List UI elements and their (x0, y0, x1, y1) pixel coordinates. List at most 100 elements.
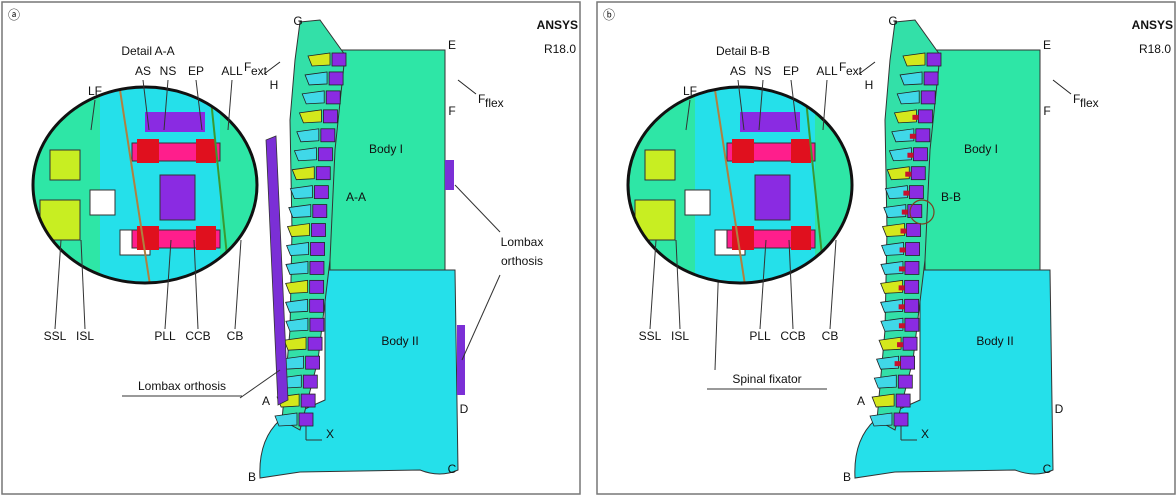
vertebra-body (924, 72, 938, 85)
disc (145, 112, 205, 132)
detail-label: ALL (221, 64, 243, 78)
vertebra-body (921, 91, 935, 104)
vertebra-body (299, 413, 313, 426)
point-label: E (448, 38, 456, 52)
vertebra-body (905, 318, 919, 331)
detail-yellow (645, 150, 675, 180)
detail-label: CB (227, 329, 244, 343)
brand: ANSYS (1132, 18, 1173, 32)
detail-label: NS (755, 64, 772, 78)
vertebra-body (905, 299, 919, 312)
vertebra-body (916, 129, 930, 142)
axis-label: X (326, 427, 334, 441)
body-label: Body II (381, 334, 418, 348)
vertebra-body (310, 318, 324, 331)
detail-label: CCB (780, 329, 805, 343)
figure: XLFASNSEPALLSSLISLPLLCCBCBⓐANSYSR18.0Det… (0, 0, 1176, 498)
vertebra-body (310, 299, 324, 312)
fixator-bolt (900, 247, 906, 252)
body-label: Body I (369, 142, 403, 156)
callout: Lombax (501, 235, 544, 249)
detail-title: Detail A-A (121, 44, 174, 58)
body-upper (330, 50, 445, 270)
vertebra-body (326, 91, 340, 104)
fixator-bolt (905, 172, 911, 177)
vertebra-body (901, 356, 915, 369)
fixator-bolt (899, 285, 905, 290)
vertebra-body (898, 375, 912, 388)
panel: XLFASNSEPALLSSLISLPLLCCBCBⓐANSYSR18.0Det… (2, 2, 580, 494)
point-label: F (1043, 104, 1050, 118)
detail-label: PLL (154, 329, 176, 343)
fixator-bolt (912, 115, 918, 120)
vertebra-body (312, 224, 326, 237)
callout: Lombax orthosis (138, 379, 226, 393)
orthosis-front (457, 325, 465, 395)
detail-title: Detail B-B (716, 44, 770, 58)
vertebra-body (909, 186, 923, 199)
disc (755, 175, 790, 220)
panel-marker: ⓑ (603, 8, 615, 22)
force-subscript: ext (251, 64, 268, 78)
detail-label: EP (188, 64, 204, 78)
vertebra-body (316, 167, 330, 180)
fixator-bolt (899, 323, 905, 328)
callout: orthosis (501, 254, 543, 268)
force-subscript: flex (1080, 96, 1099, 110)
detail-label: PLL (749, 329, 771, 343)
bolt (791, 226, 811, 250)
bolt (196, 226, 216, 250)
vertebra-body (905, 261, 919, 274)
bolt (791, 139, 811, 163)
bolt (732, 139, 754, 163)
vertebra-body (896, 394, 910, 407)
bolt (137, 226, 159, 250)
section-label: B-B (941, 190, 961, 204)
vertebra-body (313, 205, 327, 218)
detail-label: LF (88, 84, 102, 98)
vertebra-body (332, 53, 346, 66)
vertebra-body (905, 280, 919, 293)
point-label: B (843, 470, 851, 484)
detail-label: ALL (816, 64, 838, 78)
point-label: C (1043, 462, 1052, 476)
vertebra-body (911, 167, 925, 180)
vertebra-body (303, 375, 317, 388)
fixator-bolt (907, 153, 913, 158)
disc (740, 112, 800, 132)
bolt (137, 139, 159, 163)
point-label: H (865, 78, 874, 92)
detail-label: NS (160, 64, 177, 78)
point-label: A (857, 394, 865, 408)
body-label: Body II (976, 334, 1013, 348)
point-label: D (1055, 402, 1064, 416)
vertebra-body (310, 261, 324, 274)
fixator-bolt (910, 134, 916, 139)
disc (160, 175, 195, 220)
detail-yellow (50, 150, 80, 180)
vertebra-body (913, 148, 927, 161)
point-label: G (888, 14, 897, 28)
vertebra-body (894, 413, 908, 426)
version: R18.0 (1139, 42, 1171, 56)
vertebra-body (311, 242, 325, 255)
version: R18.0 (544, 42, 576, 56)
vertebra-body (918, 110, 932, 123)
panel-marker: ⓐ (8, 8, 20, 22)
point-label: F (448, 104, 455, 118)
vertebra-body (306, 356, 320, 369)
fixator-bolt (902, 210, 908, 215)
vertebra-body (903, 337, 917, 350)
detail-label: LF (683, 84, 697, 98)
vertebra-body (310, 280, 324, 293)
vertebra-body (329, 72, 343, 85)
vertebra-body (308, 337, 322, 350)
brand: ANSYS (537, 18, 578, 32)
vertebra-body (906, 242, 920, 255)
detail-label: CCB (185, 329, 210, 343)
point-label: C (448, 462, 457, 476)
orthosis-front (445, 160, 454, 190)
fixator-bolt (895, 361, 901, 366)
vertebra-body (321, 129, 335, 142)
